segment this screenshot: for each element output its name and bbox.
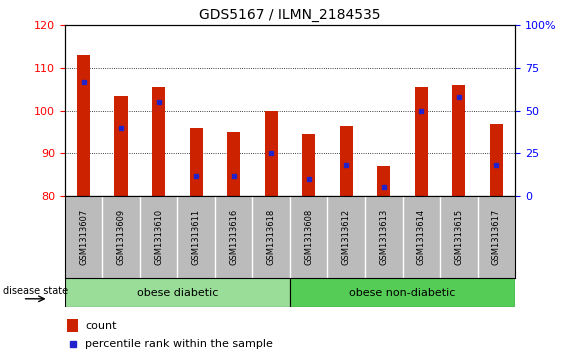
Bar bbox=[452, 85, 466, 196]
Bar bbox=[65, 278, 290, 307]
Bar bbox=[415, 87, 428, 196]
Bar bbox=[490, 123, 503, 196]
Bar bbox=[67, 319, 78, 332]
Text: GSM1313612: GSM1313612 bbox=[342, 209, 351, 265]
Text: GSM1313618: GSM1313618 bbox=[267, 209, 276, 265]
Bar bbox=[302, 134, 315, 196]
Title: GDS5167 / ILMN_2184535: GDS5167 / ILMN_2184535 bbox=[199, 8, 381, 22]
Text: GSM1313611: GSM1313611 bbox=[191, 209, 200, 265]
Text: GSM1313609: GSM1313609 bbox=[117, 209, 126, 265]
Text: GSM1313617: GSM1313617 bbox=[492, 209, 501, 265]
Text: obese non-diabetic: obese non-diabetic bbox=[350, 287, 455, 298]
Bar bbox=[114, 96, 128, 196]
Text: obese diabetic: obese diabetic bbox=[137, 287, 218, 298]
Bar bbox=[77, 55, 90, 196]
Text: GSM1313608: GSM1313608 bbox=[304, 209, 313, 265]
Bar bbox=[377, 166, 390, 196]
Text: GSM1313610: GSM1313610 bbox=[154, 209, 163, 265]
Text: GSM1313615: GSM1313615 bbox=[454, 209, 463, 265]
Text: disease state: disease state bbox=[3, 286, 68, 296]
Bar bbox=[265, 111, 278, 196]
Bar bbox=[339, 126, 353, 196]
Text: GSM1313607: GSM1313607 bbox=[79, 209, 88, 265]
Bar bbox=[290, 278, 515, 307]
Text: GSM1313616: GSM1313616 bbox=[229, 209, 238, 265]
Text: GSM1313614: GSM1313614 bbox=[417, 209, 426, 265]
Bar bbox=[152, 87, 165, 196]
Text: count: count bbox=[85, 321, 117, 331]
Text: GSM1313613: GSM1313613 bbox=[379, 209, 388, 265]
Bar bbox=[227, 132, 240, 196]
Bar bbox=[190, 128, 203, 196]
Text: percentile rank within the sample: percentile rank within the sample bbox=[85, 339, 273, 349]
